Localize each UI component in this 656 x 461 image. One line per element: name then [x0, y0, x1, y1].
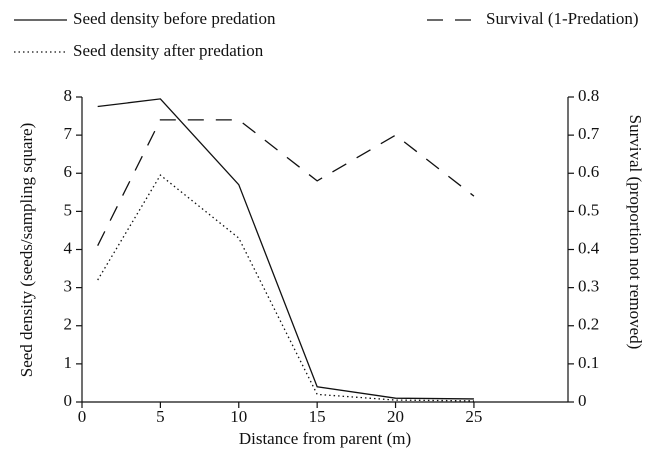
y-tick-label: 4 [64, 238, 73, 257]
data-line [97, 98, 474, 400]
y2-tick-label: 0.1 [578, 353, 599, 372]
y-tick-label: 1 [64, 353, 73, 372]
y-tick-label: 5 [64, 200, 73, 219]
y2-tick-label: 0 [578, 391, 587, 410]
y2-tick-label: 0.2 [578, 315, 599, 334]
y2-tick-label: 0.3 [578, 277, 599, 296]
legend-label: Survival (1-Predation) [486, 9, 639, 28]
y2-tick-label: 0.4 [578, 238, 600, 257]
x-tick-label: 15 [309, 407, 326, 426]
x-tick-label: 5 [156, 407, 165, 426]
y-tick-label: 0 [64, 391, 73, 410]
data-line [97, 174, 474, 402]
x-axis-label: Distance from parent (m) [239, 429, 411, 448]
legend-label: Seed density before predation [73, 9, 276, 28]
y2-tick-label: 0.8 [578, 86, 599, 105]
y2-tick-label: 0.5 [578, 200, 599, 219]
y-tick-label: 7 [64, 124, 73, 143]
data-line [97, 119, 475, 246]
x-tick-label: 25 [465, 407, 482, 426]
legend-label: Seed density after predation [73, 41, 264, 60]
y2-tick-label: 0.7 [578, 124, 600, 143]
x-tick-label: 0 [78, 407, 87, 426]
y-tick-label: 8 [64, 86, 73, 105]
y-tick-label: 2 [64, 315, 73, 334]
y2-axis-label: Survival (proportion not removed) [626, 115, 645, 350]
y-tick-label: 6 [64, 162, 73, 181]
x-tick-label: 20 [387, 407, 404, 426]
y-axis-label: Seed density (seeds/sampling square) [17, 123, 36, 377]
y-tick-label: 3 [64, 277, 73, 296]
y2-tick-label: 0.6 [578, 162, 599, 181]
x-tick-label: 10 [230, 407, 247, 426]
